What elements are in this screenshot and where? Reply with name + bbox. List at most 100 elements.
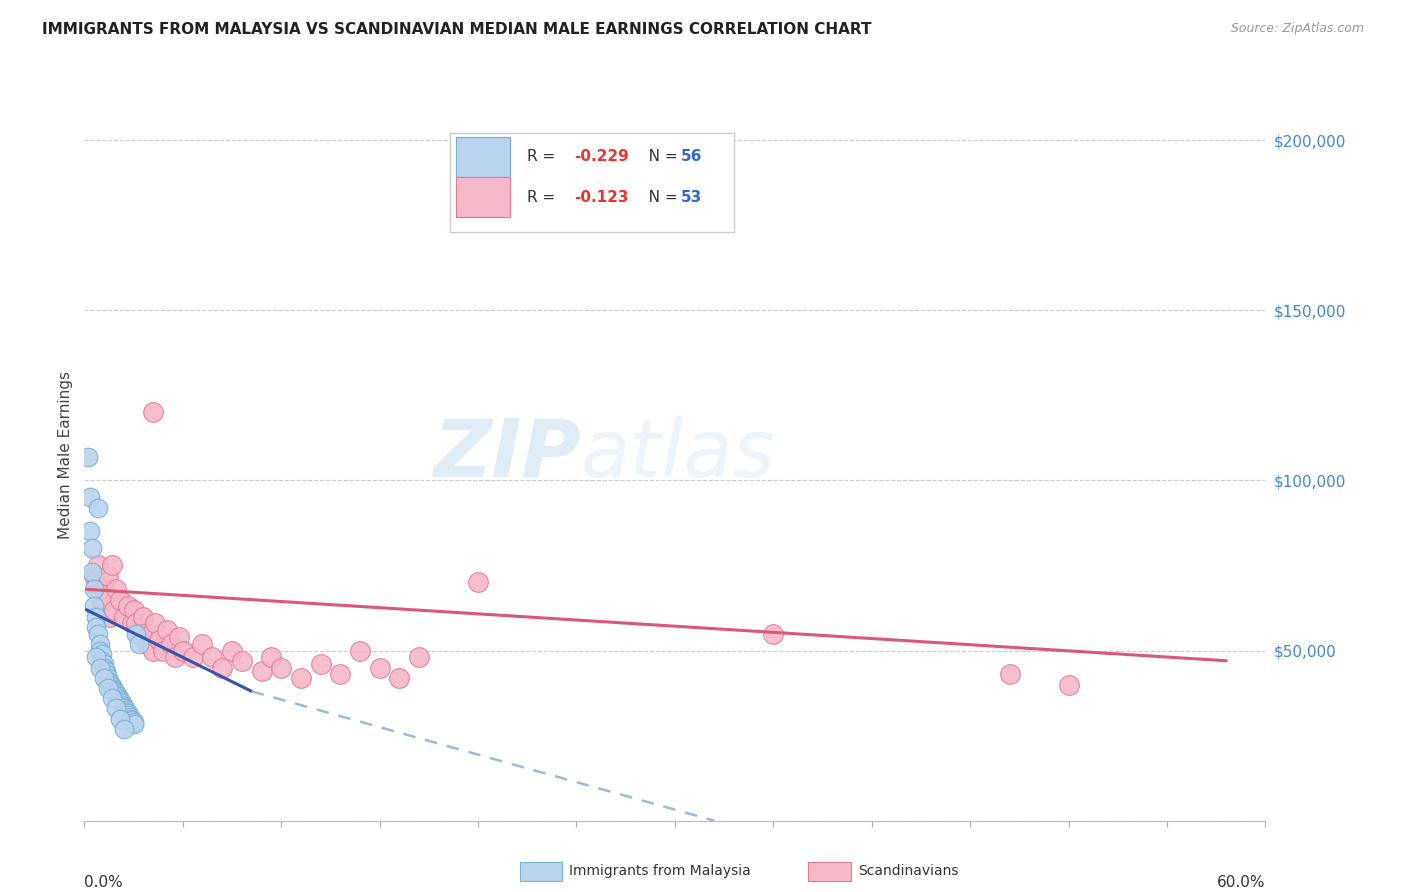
Point (290, 671, 312, 685)
Point (142, 643, 165, 657)
Point (103, 682, 125, 697)
Point (156, 623, 179, 637)
Point (89, 643, 111, 657)
Text: N =: N = (634, 190, 682, 205)
Point (93, 657, 115, 672)
Point (104, 582, 127, 597)
Point (103, 684, 125, 698)
Point (101, 681, 124, 695)
Point (91, 599, 114, 614)
Point (270, 660, 292, 674)
Point (231, 654, 253, 668)
Point (114, 703, 136, 717)
Point (128, 637, 150, 651)
Point (91, 654, 114, 668)
Point (191, 637, 214, 651)
Point (98, 609, 121, 624)
Point (87, 558, 110, 573)
Point (84, 579, 107, 593)
Point (104, 688, 127, 702)
Point (114, 705, 136, 719)
Point (107, 691, 129, 706)
Point (143, 616, 166, 631)
Point (152, 643, 174, 657)
Point (111, 696, 134, 710)
Point (104, 686, 127, 700)
Point (83, 582, 105, 597)
Text: R =: R = (527, 190, 561, 205)
Point (132, 609, 155, 624)
FancyBboxPatch shape (450, 133, 734, 232)
Point (148, 633, 170, 648)
Point (349, 643, 371, 657)
Point (122, 714, 145, 729)
Point (89, 589, 111, 603)
Point (117, 708, 139, 723)
Point (118, 712, 141, 726)
Point (91, 647, 114, 661)
Point (93, 582, 115, 597)
Text: ZIP: ZIP (433, 416, 581, 494)
Point (1057, 677, 1080, 691)
Point (221, 643, 243, 657)
Point (98, 676, 121, 690)
Point (762, 626, 785, 640)
Point (101, 679, 124, 693)
Point (93, 671, 115, 685)
Point (132, 626, 155, 640)
Point (111, 698, 134, 712)
Point (93, 660, 115, 674)
Point (108, 693, 131, 707)
Point (167, 630, 190, 644)
Point (121, 713, 143, 727)
Y-axis label: Median Male Earnings: Median Male Earnings (58, 371, 73, 539)
Point (84, 650, 107, 665)
Point (142, 405, 165, 419)
Point (998, 667, 1021, 681)
Point (97, 568, 120, 582)
Point (388, 671, 411, 685)
Point (103, 603, 125, 617)
Text: Scandinavians: Scandinavians (858, 864, 957, 879)
Point (77, 450, 100, 464)
Point (124, 626, 146, 640)
Point (101, 558, 124, 573)
Point (94, 664, 117, 678)
Point (260, 650, 283, 665)
Point (94, 667, 117, 681)
Text: Immigrants from Malaysia: Immigrants from Malaysia (569, 864, 751, 879)
Point (211, 660, 233, 674)
Point (122, 603, 145, 617)
Point (79, 524, 101, 539)
Point (467, 575, 489, 590)
Text: IMMIGRANTS FROM MALAYSIA VS SCANDINAVIAN MEDIAN MALE EARNINGS CORRELATION CHART: IMMIGRANTS FROM MALAYSIA VS SCANDINAVIAN… (42, 22, 872, 37)
Point (104, 701, 127, 715)
Point (89, 660, 111, 674)
Point (117, 599, 139, 614)
Point (368, 660, 391, 674)
Point (309, 657, 332, 672)
Point (112, 609, 135, 624)
Point (408, 650, 430, 665)
Point (124, 616, 146, 631)
Point (87, 500, 110, 515)
Text: 0.0%: 0.0% (84, 875, 124, 890)
Point (108, 695, 131, 709)
Point (97, 674, 120, 689)
Point (112, 699, 135, 714)
FancyBboxPatch shape (457, 136, 509, 177)
Point (163, 650, 186, 665)
Point (94, 592, 117, 607)
Point (89, 637, 111, 651)
Point (82, 541, 104, 556)
Point (101, 691, 124, 706)
Point (97, 681, 120, 695)
Text: atlas: atlas (581, 416, 775, 494)
Point (122, 716, 145, 731)
Point (83, 599, 105, 614)
Point (112, 722, 135, 736)
Point (83, 568, 105, 582)
Text: -0.229: -0.229 (575, 149, 630, 164)
Point (107, 690, 129, 704)
Point (84, 620, 107, 634)
